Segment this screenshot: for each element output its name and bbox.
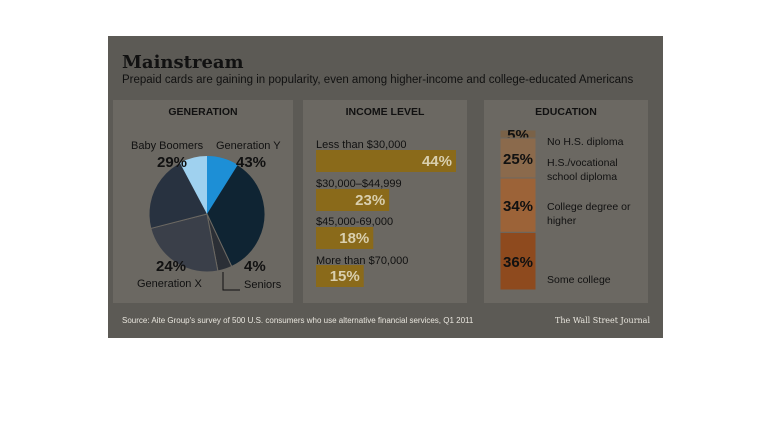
education-label-3: College degree or higher	[547, 201, 631, 227]
pie-label-generation-x: Generation X	[137, 278, 202, 290]
income-value-2: 23%	[355, 192, 385, 209]
pie-label-generation-y: Generation Y	[216, 140, 281, 152]
income-label-1: Less than $30,000	[316, 139, 407, 151]
education-value-2: 25%	[503, 151, 533, 168]
income-bar-2	[316, 189, 390, 211]
pie-accent-generation-y	[207, 156, 238, 214]
income-bar-1	[316, 150, 456, 172]
income-value-1: 44%	[422, 153, 452, 170]
income-value-3: 18%	[339, 230, 369, 247]
education-value-3: 34%	[503, 198, 533, 215]
pie-accent-baby-boomers	[179, 156, 207, 214]
education-heading: EDUCATION	[535, 106, 597, 118]
education-segment-3	[499, 177, 537, 233]
seniors-leader-line	[222, 272, 240, 291]
education-label-4: Some college	[547, 274, 611, 286]
income-heading: INCOME LEVEL	[345, 106, 425, 118]
education-label-1: No H.S. diploma	[547, 136, 624, 148]
education-segment-4	[499, 231, 537, 291]
income-value-4: 15%	[330, 268, 360, 285]
pie-value-generation-x: 24%	[156, 258, 187, 275]
income-label-4: More than $70,000	[316, 255, 409, 267]
pie-label-baby-boomers: Baby Boomers	[131, 140, 204, 152]
income-bar-3	[316, 227, 374, 249]
chart-source: Source: Aite Group's survey of 500 U.S. …	[122, 316, 474, 325]
pie-value-seniors: 4%	[244, 258, 266, 275]
chart-title: Mainstream	[122, 52, 244, 73]
chart-credit: The Wall Street Journal	[555, 316, 650, 325]
generation-heading: GENERATION	[168, 106, 238, 118]
pie-label-seniors: Seniors	[244, 279, 282, 291]
income-bar-4	[316, 265, 364, 287]
education-label-2: H.S./vocational school diploma	[547, 157, 618, 183]
education-value-4: 36%	[503, 254, 533, 271]
pie-value-baby-boomers: 29%	[157, 154, 188, 171]
income-label-2: $30,000–$44,999	[316, 178, 402, 190]
income-label-3: $45,000-69,000	[316, 216, 394, 228]
pie-slice-generation-x	[150, 213, 219, 273]
pie-value-generation-y: 43%	[236, 154, 267, 171]
chart-subtitle: Prepaid cards are gaining in popularity,…	[122, 74, 634, 86]
